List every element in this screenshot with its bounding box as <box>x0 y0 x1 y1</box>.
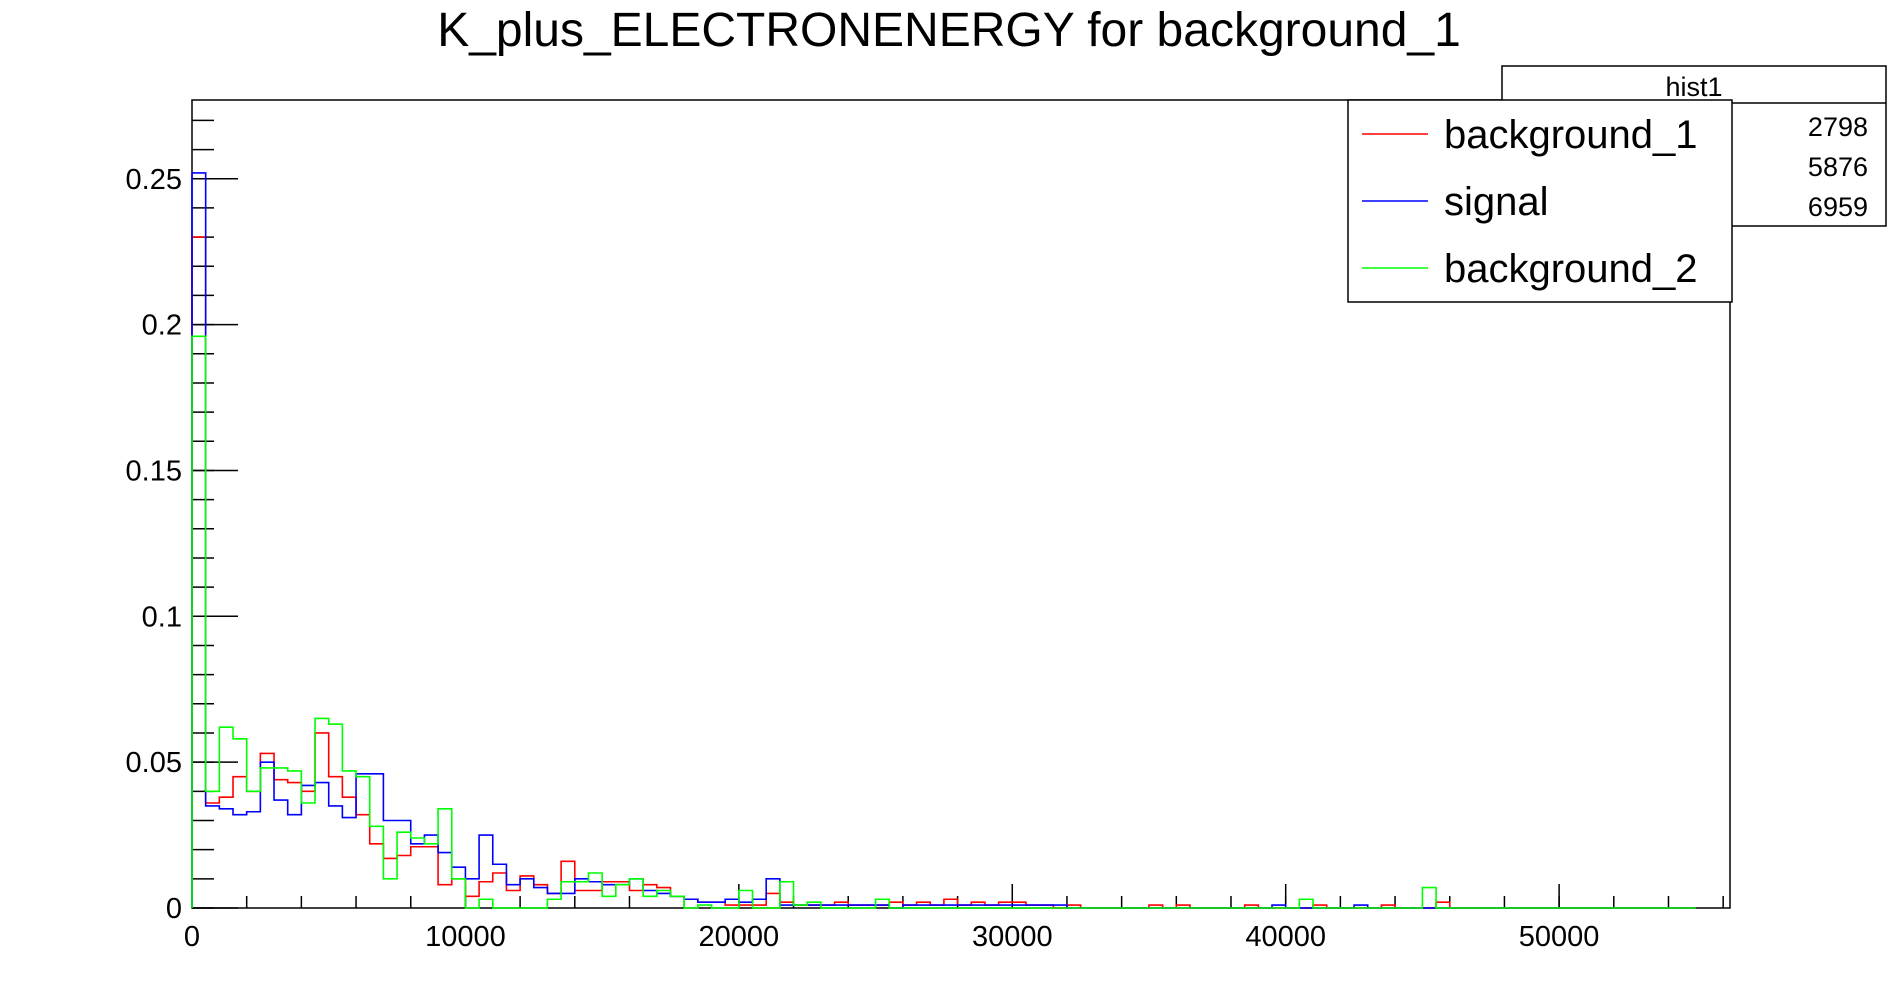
stats-value-2: 5876 <box>1808 152 1868 182</box>
x-tick-label: 50000 <box>1519 921 1600 953</box>
stats-box-title: hist1 <box>1665 72 1722 102</box>
legend: background_1 signal background_2 <box>1347 99 1733 303</box>
y-tick-label: 0.05 <box>126 747 182 779</box>
x-tick-label: 0 <box>184 921 200 953</box>
stats-value-1: 2798 <box>1808 112 1868 142</box>
legend-label-background-1: background_1 <box>1444 113 1698 157</box>
series-background-2 <box>191 335 1696 909</box>
stats-value-3: 6959 <box>1808 192 1868 222</box>
y-tick-label: 0 <box>166 893 182 925</box>
series-layer <box>191 172 1696 909</box>
x-tick-label: 10000 <box>425 921 506 953</box>
y-tick-label: 0.2 <box>142 310 182 342</box>
y-tick-label: 0.25 <box>126 164 182 196</box>
chart-title: K_plus_ELECTRONENERGY for background_1 <box>437 4 1461 57</box>
y-tick-label: 0.1 <box>142 601 182 633</box>
legend-label-background-2: background_2 <box>1444 247 1698 291</box>
legend-label-signal: signal <box>1444 180 1549 224</box>
x-tick-label: 40000 <box>1245 921 1326 953</box>
y-tick-label: 0.15 <box>126 455 182 487</box>
x-tick-label: 30000 <box>972 921 1053 953</box>
series-background-1 <box>191 236 1696 909</box>
x-tick-label: 20000 <box>699 921 780 953</box>
axis-ticks: 0 10000 20000 30000 40000 50000 0 0.05 0.1 0.15 0.… <box>126 119 1724 953</box>
